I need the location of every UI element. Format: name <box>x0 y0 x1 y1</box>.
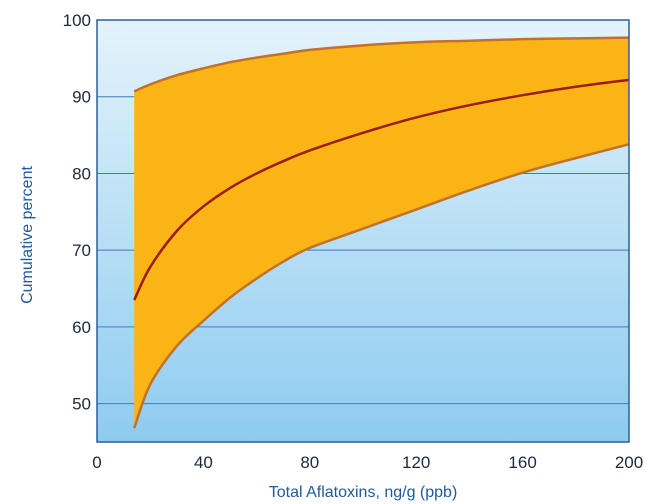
x-tick-label: 200 <box>615 453 643 472</box>
median-line <box>133 78 630 301</box>
x-tick-label: 40 <box>194 453 213 472</box>
x-tick-label: 0 <box>92 453 101 472</box>
x-axis-title: Total Aflatoxins, ng/g (ppb) <box>269 484 458 501</box>
y-tick-label: 70 <box>72 241 91 260</box>
y-tick-label: 90 <box>72 88 91 107</box>
y-tick-label: 50 <box>72 395 91 414</box>
lower-bound-line <box>133 143 630 429</box>
x-tick-label: 120 <box>402 453 430 472</box>
x-tick-label: 80 <box>300 453 319 472</box>
confidence-band <box>134 37 630 429</box>
x-tick-label: 160 <box>508 453 536 472</box>
y-tick-label: 80 <box>72 164 91 183</box>
y-tick-label: 60 <box>72 318 91 337</box>
plot-frame <box>96 19 630 443</box>
y-axis-title: Cumulative percent <box>19 166 36 304</box>
y-tick-label: 100 <box>63 11 91 30</box>
tick-labels: 50 60 70 80 90 100 0 40 80 120 160 200 <box>63 11 644 472</box>
upper-bound-line <box>133 36 630 93</box>
